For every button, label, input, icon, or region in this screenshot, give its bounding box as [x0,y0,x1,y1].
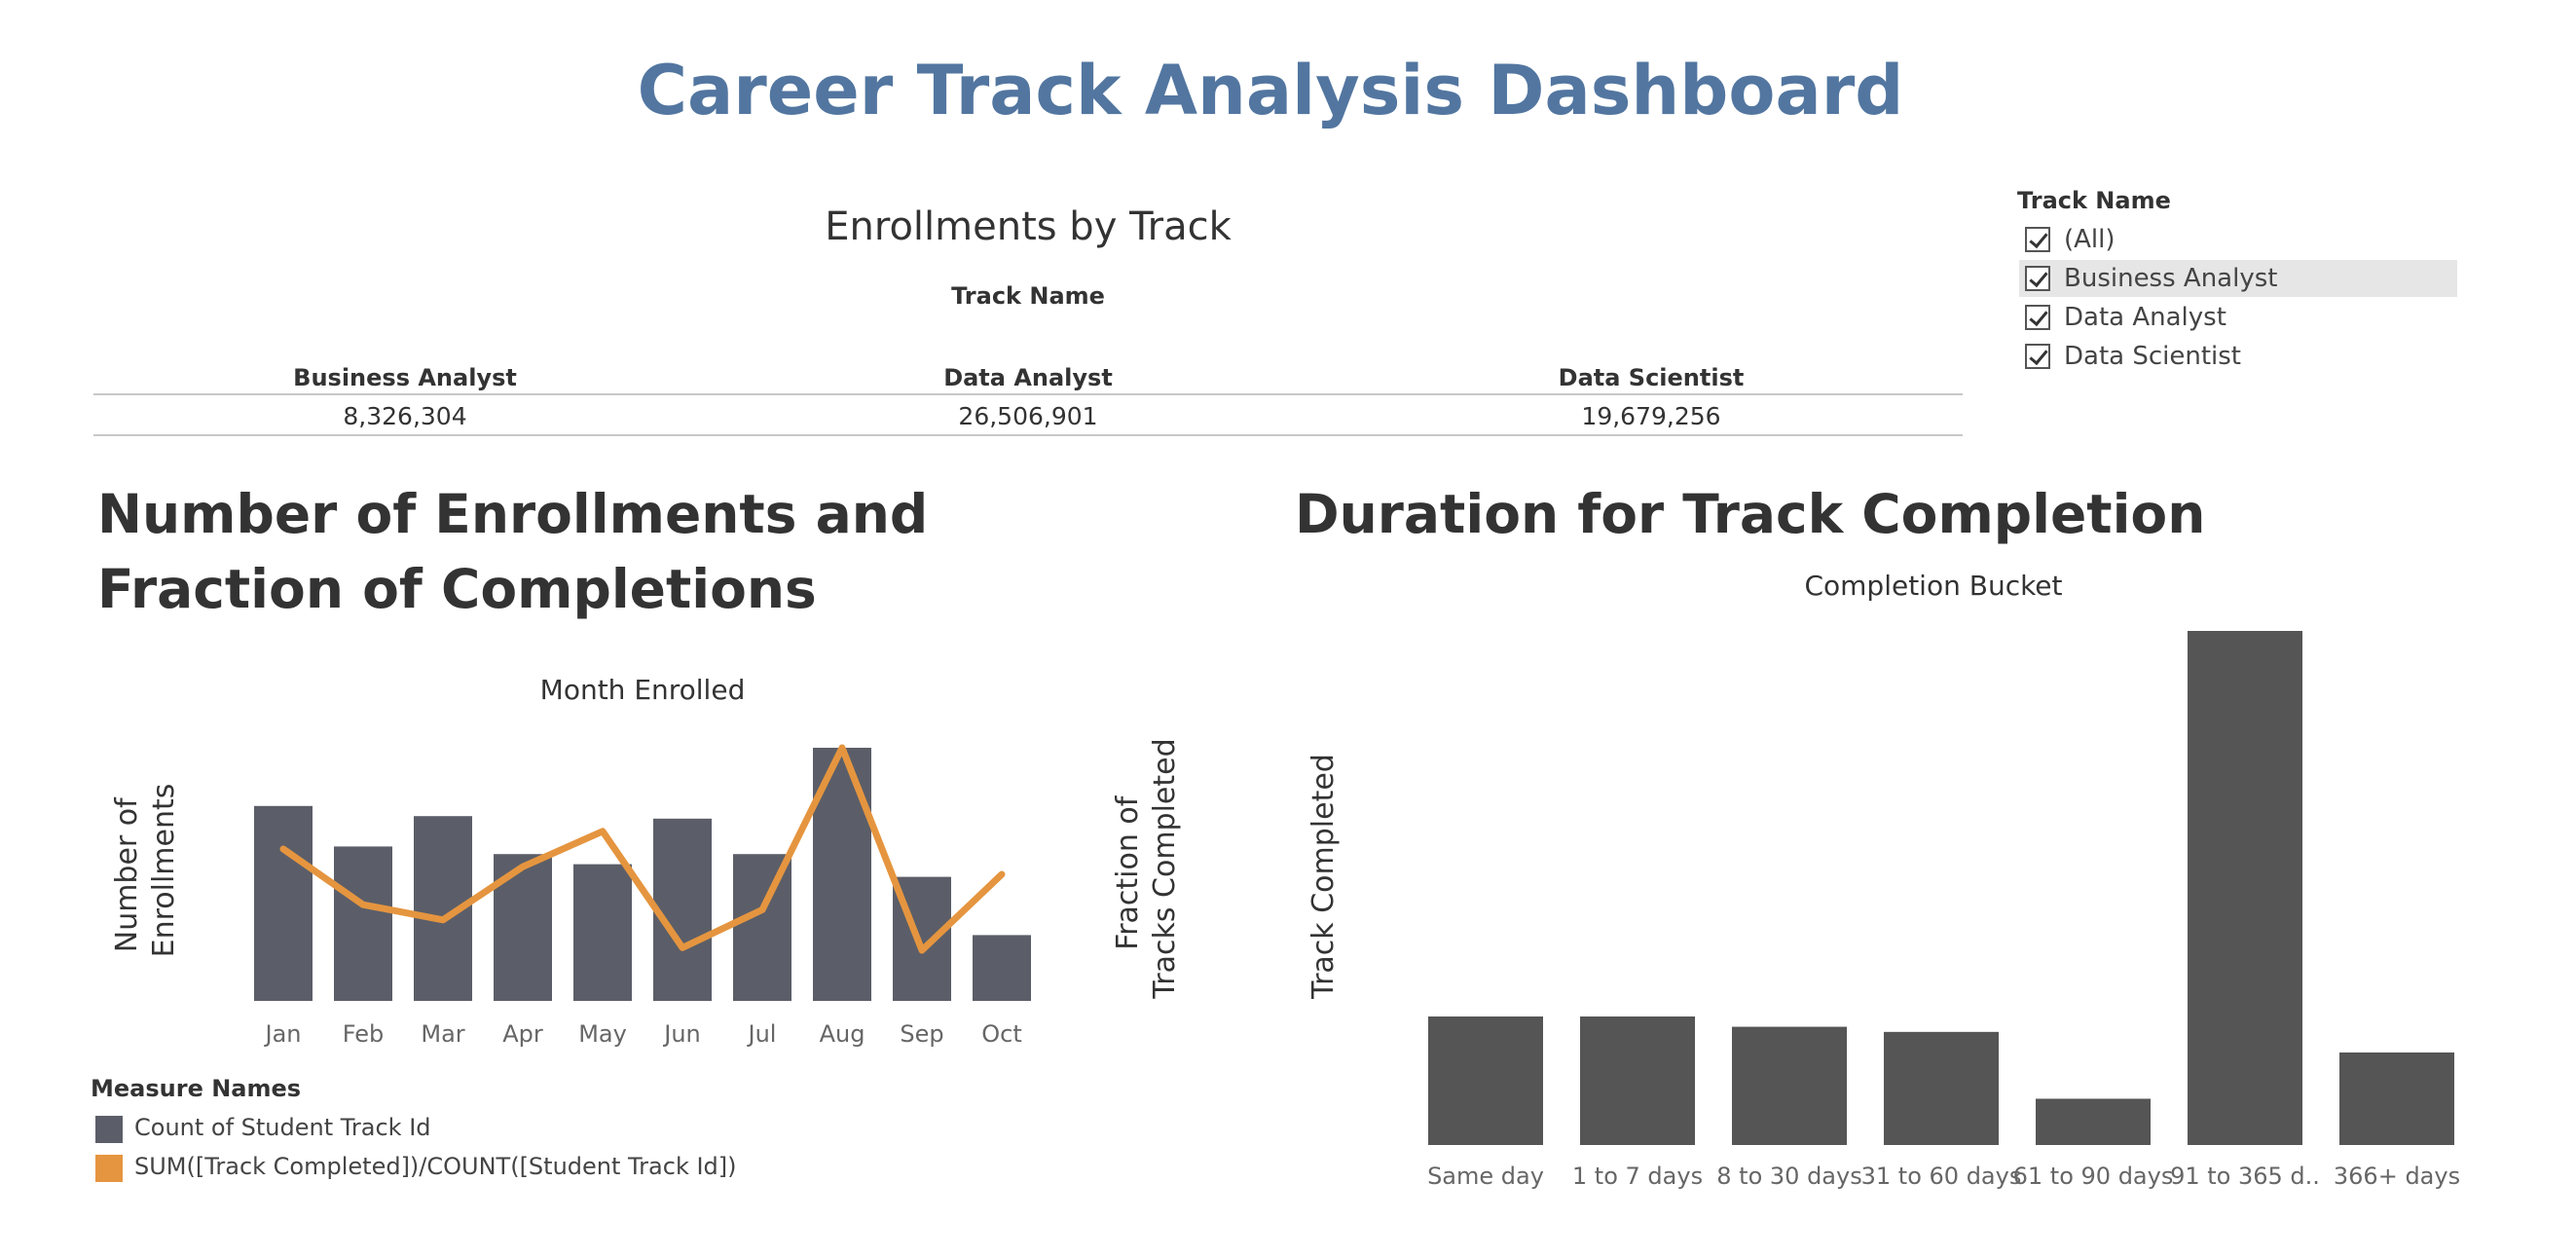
chart1-tick-label: Jul [747,1020,777,1048]
chart1-y2-axis-label-line2: Tracks Completed [1148,738,1182,999]
filter-item-data-scientist[interactable]: Data Scientist [2019,338,2457,375]
chart2-bar [1580,1016,1695,1145]
chart1-tick-label: Sep [900,1020,943,1048]
chart1-x-ticks: Jan Feb Mar Apr May Jun Jul Aug Sep Oct [264,1020,1022,1048]
filter-item-label: Data Analyst [2064,303,2226,332]
chart1-axis-title: Month Enrolled [540,674,746,706]
chart1-bar-jul [733,854,791,1001]
legend-item-label: Count of Student Track Id [134,1114,431,1141]
track-value-data-analyst: 26,506,901 [958,402,1098,430]
chart2-axis-title: Completion Bucket [1804,570,2062,602]
table-divider [93,393,1963,395]
chart1-bars [254,748,1031,1001]
chart1-bar-jun [653,818,712,1001]
chart2-tick-label: 31 to 60 days [1861,1163,2022,1190]
checkbox-checked-icon[interactable] [2025,344,2050,369]
enrollments-by-month-chart: Month Enrolled Number of Enrollments Fra… [110,674,1182,1048]
chart1-bar-apr [494,854,552,1001]
chart1-line-series [279,744,1006,954]
checkbox-checked-icon[interactable] [2025,266,2050,291]
filter-item-label: Data Scientist [2064,342,2241,371]
chart2-tick-label: 366+ days [2334,1163,2460,1190]
chart2-bars [1428,631,2454,1145]
chart1-tick-label: Jun [662,1020,701,1048]
chart1-bar-jan [254,805,313,1001]
chart1-y-axis-label: Number of Enrollments [110,784,181,958]
checkbox-checked-icon[interactable] [2025,305,2050,330]
legend-swatch [95,1116,123,1143]
track-header-data-scientist: Data Scientist [1558,364,1745,391]
completion-duration-section-title: Duration for Track Completion [1295,483,2206,545]
filter-item-label: (All) [2064,225,2116,254]
chart2-tick-label: Same day [1427,1163,1544,1190]
chart1-bar-oct [973,935,1031,1001]
chart1-y-axis-label-line1: Number of [110,796,144,952]
enrollments-column-header: Track Name [951,282,1105,310]
chart1-bar-may [573,864,632,1001]
chart1-tick-label: Feb [343,1020,385,1048]
chart2-bar [1428,1016,1543,1145]
track-header-data-analyst: Data Analyst [943,364,1113,391]
legend-swatch [95,1155,123,1182]
chart2-bar [2036,1098,2151,1145]
chart2-tick-label: 8 to 30 days [1716,1163,1861,1190]
chart2-tick-label: 61 to 90 days [2013,1163,2174,1190]
filter-item-all[interactable]: (All) [2019,221,2457,258]
filter-item-business-analyst[interactable]: Business Analyst [2019,260,2457,297]
chart1-fraction-line [279,744,1006,954]
chart2-bar [1884,1031,1999,1145]
chart1-y2-axis-label-line1: Fraction of [1111,794,1145,950]
chart1-y2-axis-label: Fraction of Tracks Completed [1111,738,1182,999]
chart2-bar [2188,631,2302,1145]
chart2-bar [1732,1026,1847,1145]
legend-title: Measure Names [91,1075,302,1102]
chart1-tick-label: Mar [421,1020,464,1048]
track-value-business-analyst: 8,326,304 [343,402,467,430]
track-header-business-analyst: Business Analyst [293,364,517,391]
checkbox-checked-icon[interactable] [2025,227,2050,252]
filter-title: Track Name [2017,187,2171,214]
completion-bucket-chart: Completion Bucket Track Completed Same d… [1306,570,2460,1190]
filter-item-data-analyst[interactable]: Data Analyst [2019,299,2457,336]
chart2-tick-label: 1 to 7 days [1572,1163,1703,1190]
dashboard-title: Career Track Analysis Dashboard [637,51,1904,130]
chart1-tick-label: May [578,1020,627,1048]
enrollments-title: Enrollments by Track [825,204,1232,249]
track-value-data-scientist: 19,679,256 [1581,402,1721,430]
chart1-tick-label: Jan [264,1020,302,1048]
chart1-tick-label: Aug [820,1020,865,1048]
filter-item-label: Business Analyst [2064,264,2278,293]
table-bottom-border [93,434,1963,436]
chart2-tick-label: 91 to 365 d.. [2170,1163,2320,1190]
chart1-tick-label: Oct [981,1020,1022,1048]
chart1-tick-label: Apr [502,1020,543,1048]
enrollments-completions-section-title: Number of Enrollments and Fraction of Co… [97,483,929,620]
chart1-y-axis-label-line2: Enrollments [147,784,181,958]
chart1-bar-feb [334,846,392,1001]
chart2-bar [2339,1052,2454,1145]
chart2-y-axis-label: Track Completed [1306,754,1341,1000]
legend-item-label: SUM([Track Completed])/COUNT([Student Tr… [134,1153,737,1180]
